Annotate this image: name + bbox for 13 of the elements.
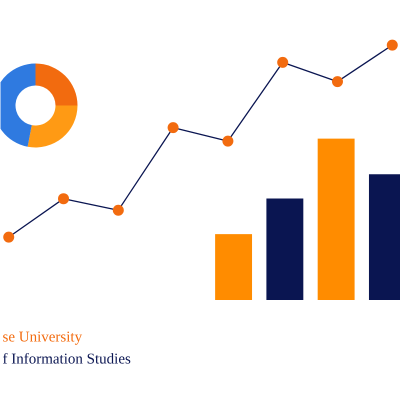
point	[277, 56, 288, 68]
point	[386, 40, 398, 51]
point	[168, 122, 179, 134]
bar	[215, 234, 252, 300]
point	[112, 204, 124, 216]
bar	[266, 198, 304, 300]
bar	[318, 138, 355, 300]
point	[222, 136, 234, 147]
text: f Information Studies	[2, 352, 131, 368]
point	[58, 193, 70, 204]
point	[3, 232, 14, 243]
text: se University	[2, 330, 83, 346]
point	[332, 76, 343, 88]
